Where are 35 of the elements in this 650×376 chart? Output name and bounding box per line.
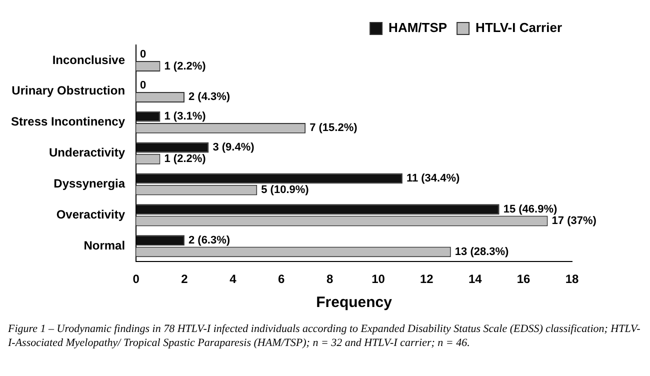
x-tick-label: 12	[420, 272, 434, 286]
data-label: 3 (9.4%)	[212, 142, 255, 154]
data-label: 2 (6.3%)	[188, 234, 230, 246]
x-tick-label: 14	[468, 272, 482, 286]
y-tick-label: Overactivity	[56, 208, 126, 222]
y-tick-label: Normal	[84, 238, 126, 252]
x-tick-label: 0	[132, 272, 140, 286]
x-axis-title: Frequency	[316, 294, 393, 312]
caption: Figure 1 – Urodynamic findings in 78 HTLV-I infected individuals according to Expanded Disability Status Scale (EDSS) classification; HTLV-I-Associated Myelopathy/ Tropical Spastic Paraparesis (HAM/TSP); n = 32 and HTLV-I carrier; n = 46.	[8, 322, 642, 350]
legend-label: HTLV-I Carrier	[476, 20, 562, 36]
data-label: 1 (2.2%)	[164, 60, 206, 72]
y-tick-label: Dyssynergia	[54, 176, 126, 191]
x-tick-label: 4	[230, 272, 237, 286]
y-tick-label: Underactivity	[49, 146, 126, 160]
data-label: 0	[140, 80, 146, 92]
data-label: 0	[140, 48, 146, 61]
x-tick-label: 8	[326, 272, 334, 286]
y-tick-label: Stress Incontinency	[10, 114, 126, 129]
data-label: 7 (15.2%)	[310, 122, 358, 134]
x-tick-label: 18	[565, 272, 579, 286]
data-label: 1 (3.1%)	[164, 110, 206, 123]
data-label: 1 (2.2%)	[164, 153, 206, 166]
data-label: 2 (4.3%)	[188, 91, 230, 104]
x-tick-label: 10	[372, 272, 386, 286]
legend-label: HAM/TSP	[388, 20, 448, 36]
data-label: 17 (37%)	[552, 215, 597, 228]
data-label: 11 (34.4%)	[406, 172, 460, 184]
x-tick-label: 16	[516, 272, 531, 286]
x-tick-label: 2	[181, 272, 188, 286]
y-tick-label: Urinary Obstruction	[12, 84, 126, 98]
data-label: 15 (46.9%)	[503, 203, 558, 216]
data-label: 13 (28.3%)	[454, 246, 510, 258]
y-tick-label: Inconclusive	[52, 52, 126, 67]
data-label: 5 (10.9%)	[261, 184, 310, 196]
x-tick-label: 6	[278, 272, 286, 286]
